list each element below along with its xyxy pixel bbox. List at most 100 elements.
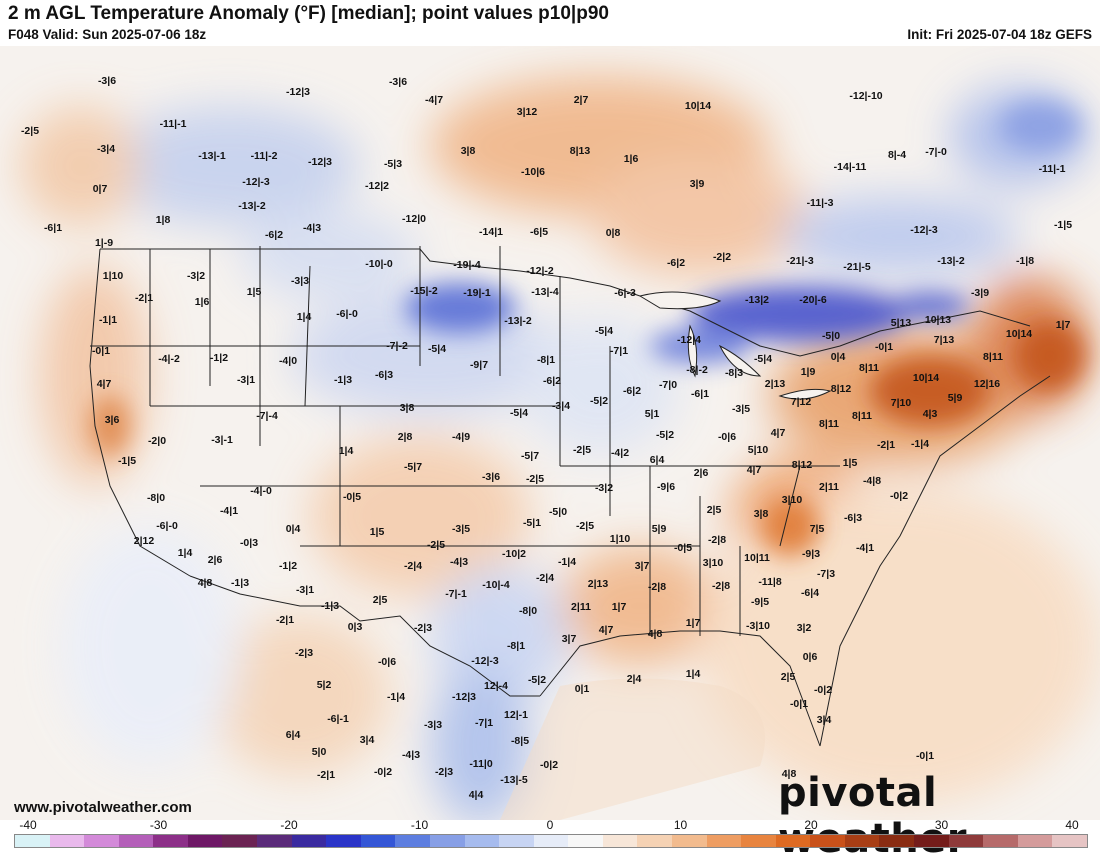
point-value: -1|2	[209, 351, 229, 364]
colorbar-swatch	[1052, 835, 1087, 847]
point-value: 7|10	[890, 396, 912, 409]
point-value: -2|1	[275, 613, 295, 626]
point-value: 4|7	[746, 463, 762, 476]
point-value: -0|6	[377, 655, 397, 668]
point-value: -12|0	[402, 212, 426, 225]
point-value: 12|-4	[484, 679, 508, 692]
point-value: -7|1	[609, 344, 629, 357]
point-value: -3|6	[481, 470, 501, 483]
point-value: 1|9	[800, 365, 816, 378]
point-value: -0|1	[915, 749, 935, 762]
point-value: -7|3	[816, 567, 836, 580]
point-value: -6|-3	[614, 286, 636, 299]
point-value: 5|0	[311, 745, 327, 758]
point-value: -7|-0	[925, 145, 947, 158]
colorbar-swatch	[360, 835, 396, 847]
point-value: 3|2	[796, 621, 812, 634]
point-value: -0|3	[239, 536, 259, 549]
point-value: 1|5	[369, 525, 385, 538]
point-value: 3|7	[634, 559, 650, 572]
point-value: -12|-3	[471, 654, 499, 667]
colorbar-swatch	[464, 835, 500, 847]
point-value: 1|5	[246, 285, 262, 298]
point-value: 1|4	[338, 444, 354, 457]
point-value: -12|3	[452, 690, 476, 703]
point-value: 2|11	[819, 480, 839, 493]
point-value: 4|7	[598, 623, 614, 636]
point-value: -2|0	[147, 434, 167, 447]
point-value: 3|8	[399, 401, 415, 414]
point-value: -5|4	[509, 406, 529, 419]
point-value: 2|12	[133, 534, 155, 547]
point-value: -6|1	[690, 387, 710, 400]
point-value: -8|5	[510, 734, 530, 747]
point-value: -3|1	[236, 373, 256, 386]
site-url[interactable]: www.pivotalweather.com	[14, 799, 192, 816]
point-value: -6|2	[622, 384, 642, 397]
point-value: -11|-1	[1038, 162, 1066, 175]
colorbar-swatch	[983, 835, 1018, 847]
point-value: 4|4	[468, 788, 484, 801]
point-value: -2|8	[707, 533, 727, 546]
colorbar-swatch	[948, 835, 984, 847]
point-value: -4|-0	[250, 484, 272, 497]
point-value: -9|3	[801, 547, 821, 560]
point-value: -7|-2	[386, 339, 408, 352]
point-value: 4|8	[781, 767, 797, 780]
colorbar-swatch	[844, 835, 880, 847]
point-value: -2|4	[403, 559, 423, 572]
point-value: -14|1	[479, 225, 503, 238]
point-value: -1|5	[1053, 218, 1073, 231]
point-value: 3|6	[104, 413, 120, 426]
point-value: 4|7	[96, 377, 112, 390]
point-value: -12|2	[365, 179, 389, 192]
colorbar-swatch	[706, 835, 742, 847]
colorbar-tick-label: -20	[280, 818, 298, 832]
point-value: -12|-3	[910, 223, 938, 236]
point-value: -15|-2	[410, 284, 438, 297]
init-time: Init: Fri 2025-07-04 18z GEFS	[907, 27, 1092, 42]
point-value: -3|2	[186, 269, 206, 282]
point-value: 3|12	[516, 105, 538, 118]
point-value: 1|8	[155, 213, 171, 226]
point-value: -6|3	[374, 368, 394, 381]
point-value: -20|-6	[799, 293, 827, 306]
point-value: -5|4	[753, 352, 773, 365]
colorbar-swatch	[49, 835, 85, 847]
colorbar-swatch	[671, 835, 707, 847]
colorbar-swatch	[914, 835, 949, 847]
point-value: -6|2	[666, 256, 686, 269]
point-value: -2|1	[134, 291, 154, 304]
point-value: -8|1	[506, 639, 526, 652]
colorbar-swatch	[187, 835, 223, 847]
point-value: -5|2	[589, 394, 609, 407]
colorbar-tick-label: -30	[149, 818, 168, 832]
point-value: -9|5	[750, 595, 770, 608]
point-value: -4|-2	[158, 352, 180, 365]
point-value: 7|5	[809, 522, 825, 535]
point-value: -0|6	[717, 430, 737, 443]
point-value: -1|5	[117, 454, 137, 467]
point-value: -4|9	[451, 430, 471, 443]
point-value: 10|14	[1005, 327, 1033, 340]
point-value: -10|-4	[482, 578, 510, 591]
anomaly-map[interactable]: -3|6 -2|5 -3|4 0|7 -11|-1 -13|-1 -11|-2 -12|3 -1…	[0, 46, 1100, 820]
point-value: 3|10	[702, 556, 724, 569]
point-value: -3|4	[551, 399, 571, 412]
point-value: -2|5	[572, 443, 592, 456]
point-value: 1|4	[177, 546, 193, 559]
point-value: -3|5	[451, 522, 471, 535]
point-value: 0|6	[802, 650, 818, 663]
point-value: -8|-2	[686, 363, 708, 376]
point-value: 5|9	[651, 522, 667, 535]
colorbar-swatch	[257, 835, 292, 847]
point-value: 10|13	[924, 313, 952, 326]
colorbar-tick-label: 10	[673, 818, 688, 832]
colorbar-swatch	[879, 835, 915, 847]
colorbar-swatch	[222, 835, 258, 847]
point-value: -4|7	[424, 93, 444, 106]
point-value: 5|13	[890, 316, 912, 329]
point-value: 0|3	[347, 620, 363, 633]
point-value: -12|3	[308, 155, 332, 168]
point-value: -13|-2	[937, 254, 965, 267]
